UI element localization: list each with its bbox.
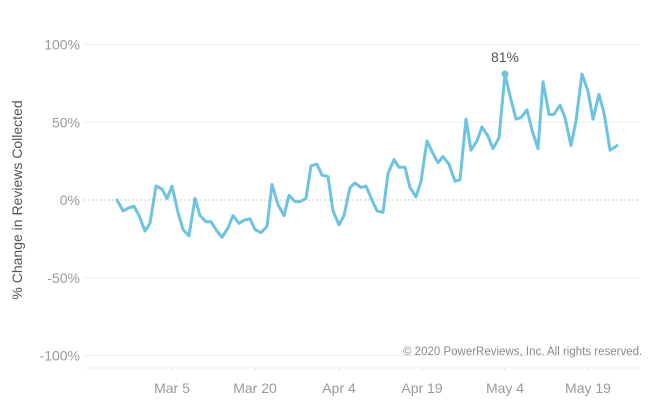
x-axis-ticks: Mar 5 Mar 20 Apr 4 Apr 19 May 4 May 19 bbox=[84, 367, 640, 396]
peak-marker bbox=[501, 70, 509, 78]
series-line bbox=[115, 72, 619, 239]
annotations: 81% bbox=[491, 49, 519, 78]
x-tick-label: Mar 5 bbox=[154, 380, 190, 396]
y-axis-ticks: 100% 50% 0% -50% -100% bbox=[40, 37, 80, 364]
gridlines bbox=[84, 44, 640, 356]
x-tick-label: May 19 bbox=[565, 380, 611, 396]
y-tick-label: -50% bbox=[47, 270, 80, 286]
x-tick-label: Mar 20 bbox=[233, 380, 277, 396]
y-axis-label: % Change in Reviews Collected bbox=[9, 100, 25, 299]
y-tick-label: 50% bbox=[52, 114, 80, 130]
x-tick-label: Apr 19 bbox=[401, 380, 442, 396]
x-tick-label: May 4 bbox=[486, 380, 524, 396]
y-tick-label: 100% bbox=[44, 37, 80, 53]
x-tick-label: Apr 4 bbox=[322, 380, 356, 396]
copyright-notice: © 2020 PowerReviews, Inc. All rights res… bbox=[403, 346, 643, 358]
peak-label: 81% bbox=[491, 49, 519, 65]
y-tick-label: 0% bbox=[60, 192, 80, 208]
y-tick-label: -100% bbox=[40, 348, 80, 364]
